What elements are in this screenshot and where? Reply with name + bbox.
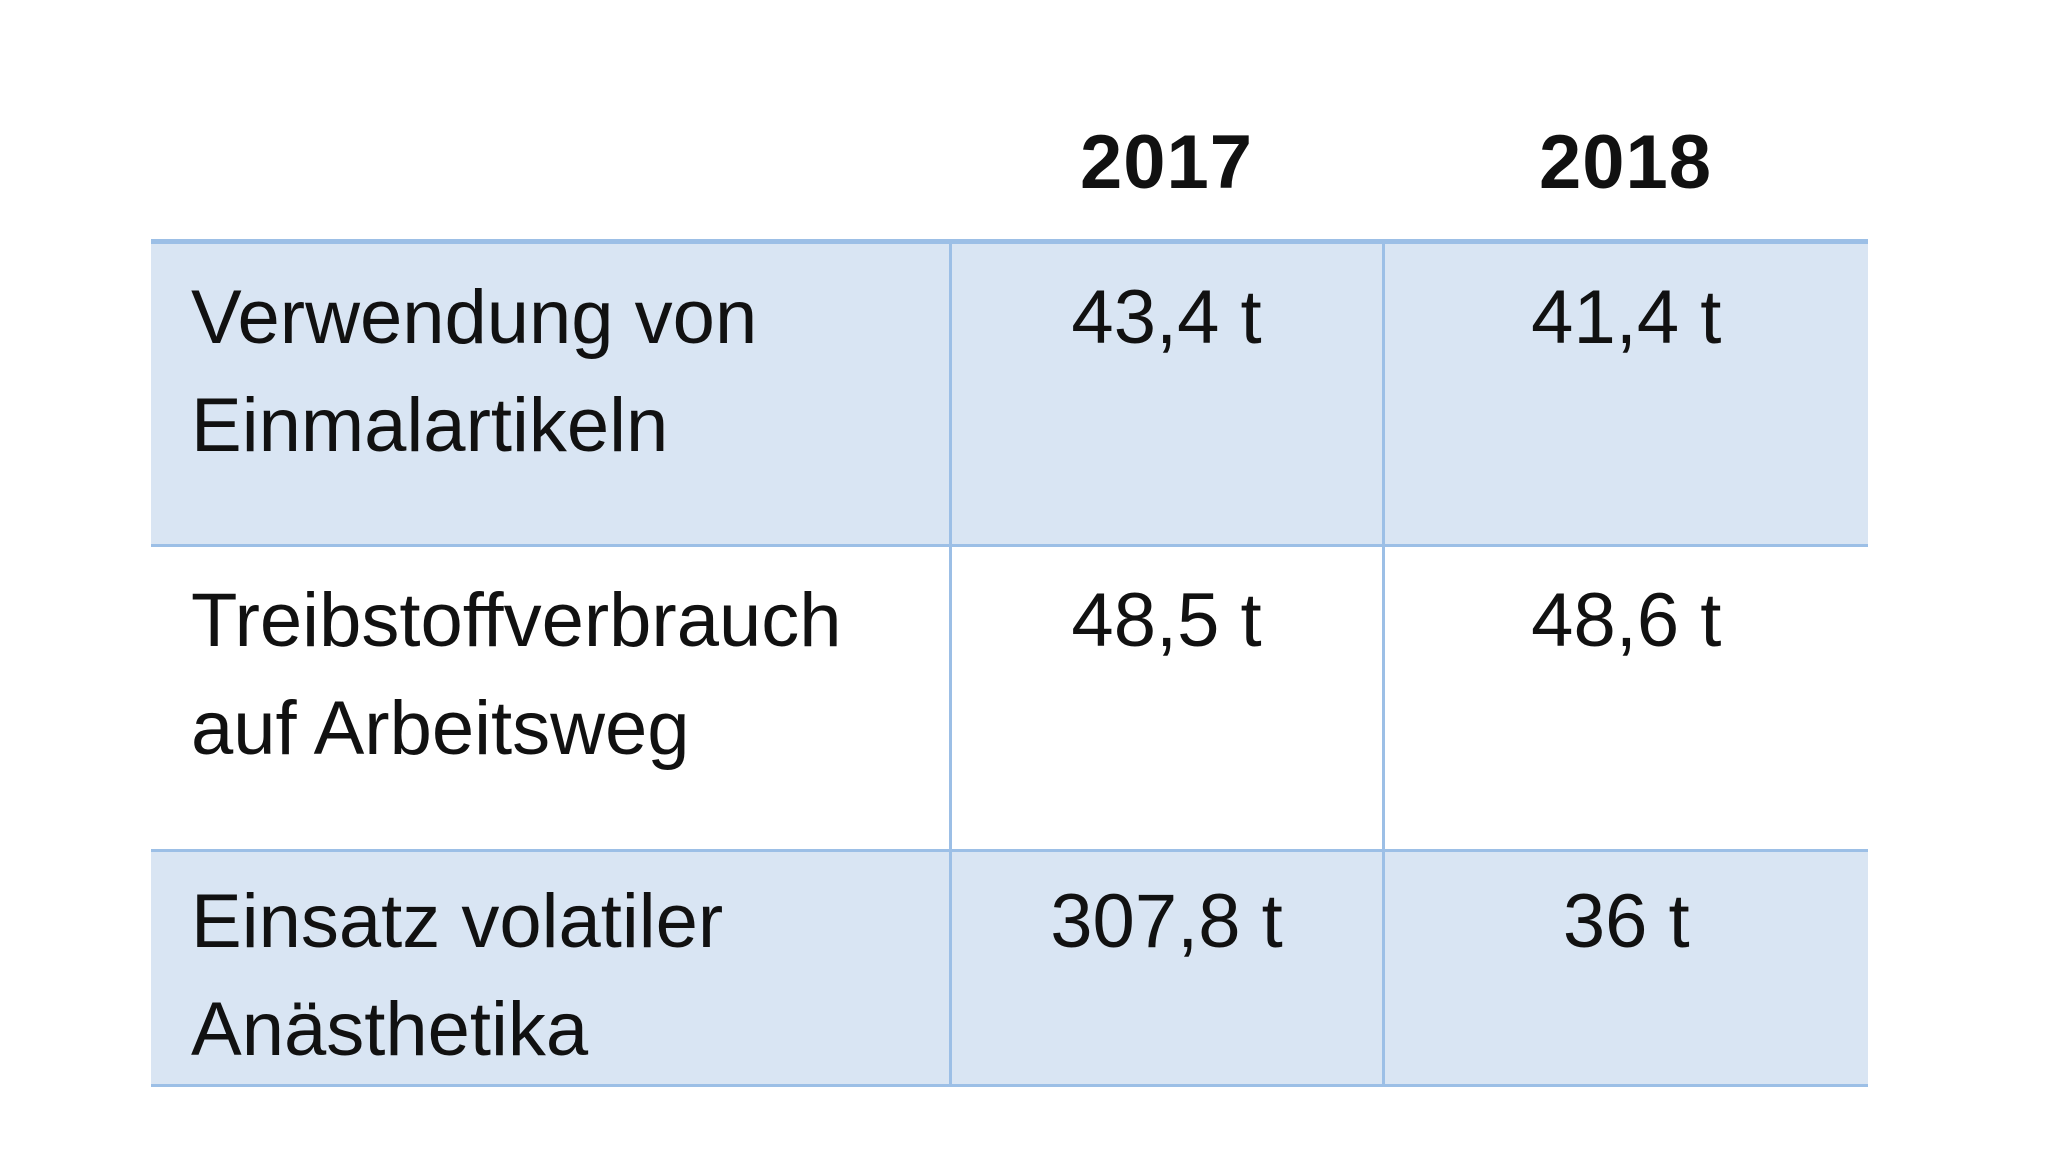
table-row: Treibstoffverbrauch auf Arbeitsweg 48,5 … [151,545,1868,852]
data-table-container: 2017 2018 Verwendung von Einmalartikeln … [151,85,1868,1087]
table-row: Einsatz volatiler Anästhetika 307,8 t 36… [151,850,1868,1087]
cell-value-2017: 43,4 t [948,241,1383,547]
header-year-2017: 2017 [950,85,1383,244]
row-label: Verwendung von Einmalartikeln [151,241,950,547]
header-year-2018: 2018 [1383,85,1868,244]
cell-value-2018: 48,6 t [1381,545,1868,852]
table-row: Verwendung von Einmalartikeln 43,4 t 41,… [151,241,1868,547]
cell-value-2018: 41,4 t [1381,241,1868,547]
cell-value-2017: 307,8 t [948,850,1383,1087]
header-row: 2017 2018 [151,85,1868,244]
cell-value-2017: 48,5 t [948,545,1383,852]
row-label: Treibstoffverbrauch auf Arbeitsweg [151,545,950,852]
cell-value-2018: 36 t [1381,850,1868,1087]
row-label: Einsatz volatiler Anästhetika [151,850,950,1087]
header-empty-cell [151,85,950,244]
emissions-table: 2017 2018 Verwendung von Einmalartikeln … [151,85,1868,1087]
